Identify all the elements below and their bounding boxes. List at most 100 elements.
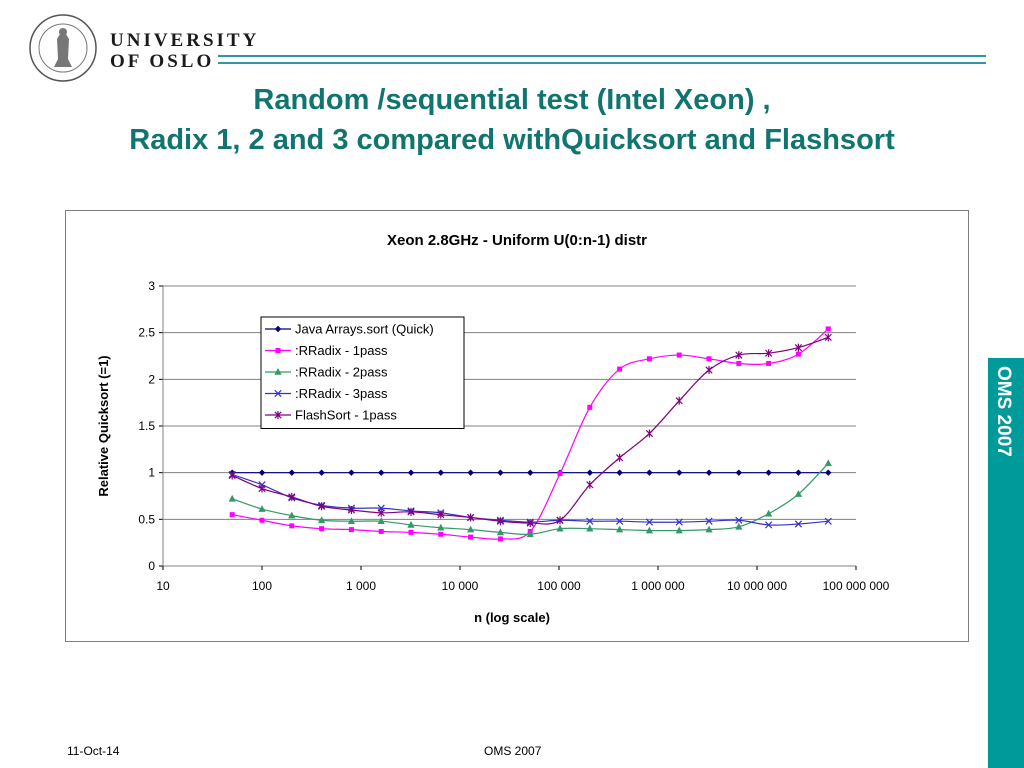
data-point: [407, 507, 415, 516]
data-point: [467, 469, 474, 476]
data-point: [319, 526, 325, 532]
legend: Java Arrays.sort (Quick):RRadix - 1pass:…: [260, 316, 465, 429]
y-tick-label: 1.5: [138, 419, 155, 433]
footer-date: 11-Oct-14: [67, 744, 120, 758]
data-point: [526, 519, 534, 528]
data-point: [646, 469, 653, 476]
data-point: [794, 343, 803, 352]
data-point: [794, 490, 803, 497]
data-point: [765, 521, 773, 529]
data-point: [497, 536, 503, 542]
x-tick-label: 10: [156, 579, 170, 593]
data-point: [735, 522, 743, 530]
data-point: [736, 360, 742, 366]
slide-title: Random /sequential test (Intel Xeon) , R…: [20, 80, 1004, 160]
x-tick-label: 10 000 000: [727, 579, 787, 593]
data-point: [765, 349, 773, 358]
x-axis-label: n (log scale): [474, 610, 550, 625]
data-point: [259, 517, 265, 523]
x-tick-label: 100 000: [537, 579, 581, 593]
data-point: [288, 469, 296, 476]
data-point: [468, 534, 474, 540]
data-point: [586, 480, 594, 489]
university-seal-logo: [29, 14, 97, 82]
data-point: [496, 528, 505, 536]
series-0: [228, 469, 832, 476]
x-tick-label: 10 000: [442, 579, 479, 593]
data-point: [795, 351, 801, 357]
data-point: [438, 531, 444, 537]
data-point: [766, 360, 772, 366]
legend-swatch-marker: [274, 389, 282, 398]
data-point: [526, 530, 534, 538]
legend-label: :RRadix - 1pass: [295, 343, 388, 358]
data-point: [586, 469, 594, 476]
data-point: [348, 469, 355, 476]
data-point: [377, 517, 385, 524]
series-4: [228, 333, 832, 528]
university-line2: OF OSLO: [110, 51, 215, 72]
data-point: [705, 366, 713, 374]
data-point: [676, 352, 682, 358]
data-point: [645, 518, 654, 526]
data-point: [616, 469, 623, 476]
data-point: [289, 523, 295, 529]
data-point: [616, 525, 624, 533]
data-point: [705, 469, 713, 476]
data-point: [407, 469, 415, 476]
data-point: [496, 517, 505, 526]
legend-swatch-marker: [275, 348, 281, 353]
sidebar-label: OMS 2007: [993, 366, 1014, 457]
data-point: [676, 469, 683, 476]
data-point: [288, 511, 296, 519]
data-point: [288, 492, 296, 501]
header-rule-top: [218, 55, 986, 57]
data-point: [587, 404, 593, 410]
data-point: [407, 520, 415, 528]
data-point: [645, 429, 654, 438]
legend-box: [260, 316, 465, 429]
data-point: [228, 494, 236, 502]
data-point: [556, 516, 564, 525]
y-tick-label: 2: [148, 372, 155, 386]
chart-title: Xeon 2.8GHz - Uniform U(0:n-1) distr: [387, 232, 647, 249]
data-point: [437, 510, 445, 519]
data-point: [347, 506, 356, 514]
data-point: [646, 356, 652, 362]
data-point: [228, 471, 236, 480]
legend-swatch-marker: [274, 411, 282, 419]
data-point: [556, 524, 564, 532]
y-tick-label: 0.5: [138, 512, 155, 526]
axes-layer: 0 0.5 1 1.5 2 2.5 3 10 100 1 000 10 000 100 000 1 00…: [138, 279, 889, 593]
data-point: [765, 469, 772, 476]
legend-label: :RRadix - 3pass: [295, 386, 388, 401]
x-tick-label: 100: [252, 579, 272, 593]
university-line1: UNIVERSITY: [110, 30, 260, 51]
chart-frame: Xeon 2.8GHz - Uniform U(0:n-1) distr n (…: [65, 210, 969, 642]
data-point: [586, 517, 594, 525]
data-point: [378, 469, 385, 476]
x-tick-label: 1 000 000: [631, 579, 685, 593]
data-point: [825, 469, 832, 476]
data-point: [615, 517, 624, 525]
data-point: [705, 517, 713, 525]
data-point: [675, 518, 683, 526]
data-point: [735, 516, 743, 524]
data-point: [705, 525, 713, 533]
data-point: [765, 509, 773, 517]
data-point: [378, 528, 384, 534]
data-point: [735, 469, 743, 476]
series-layer: [228, 326, 832, 542]
data-point: [347, 517, 356, 524]
data-point: [318, 469, 325, 476]
data-point: [617, 366, 623, 372]
data-point: [497, 469, 504, 476]
data-point: [467, 525, 475, 533]
data-point: [557, 471, 563, 477]
data-point: [258, 505, 266, 512]
slide-title-line2: Radix 1, 2 and 3 compared withQuicksort …: [129, 124, 895, 156]
data-point: [645, 526, 654, 534]
header-rule-bottom: [218, 62, 986, 64]
data-point: [377, 508, 385, 517]
data-point: [258, 469, 266, 476]
